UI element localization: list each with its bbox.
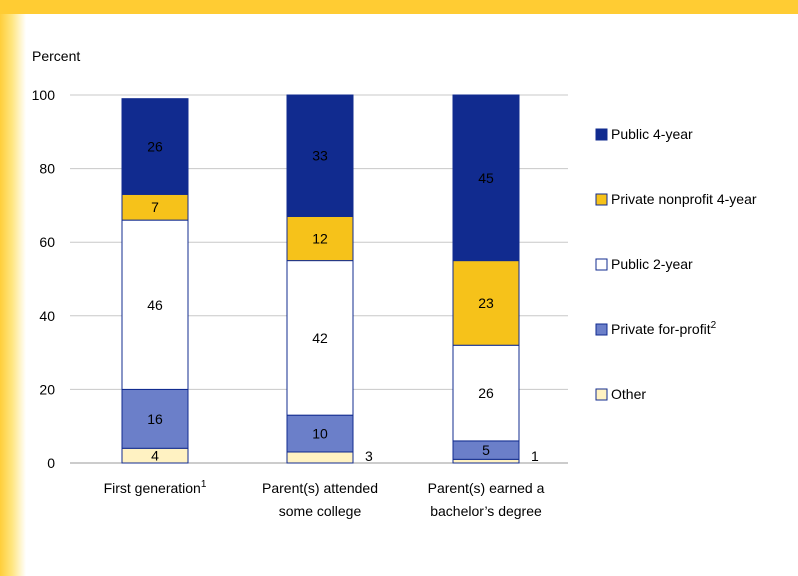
x-category-label: First generation1: [104, 479, 207, 496]
x-category-label: Parent(s) earned a: [428, 480, 545, 496]
x-axis-labels: First generation1 Parent(s) attended some …: [104, 479, 545, 519]
y-axis-title: Percent: [32, 48, 80, 64]
x-category-label: Parent(s) attended: [262, 480, 378, 496]
legend-label: Other: [611, 386, 646, 402]
data-label: 12: [312, 231, 328, 247]
bar-segment: [452, 94, 520, 262]
data-label: 26: [478, 385, 494, 401]
bar-segment: [286, 451, 354, 464]
legend-label: Public 4-year: [611, 126, 693, 142]
y-tick-label: 80: [39, 161, 55, 177]
data-label: 10: [312, 426, 328, 442]
data-label: 4: [151, 448, 159, 464]
top-accent-bar: [0, 0, 798, 14]
bar-segment: [121, 98, 189, 195]
x-category-label: bachelor’s degree: [430, 503, 542, 519]
data-label: 1: [531, 448, 539, 464]
y-axis-ticks: 0 20 40 60 80 100: [32, 87, 56, 471]
bar-segment: [286, 215, 354, 262]
y-tick-label: 100: [32, 87, 56, 103]
x-category-label: some college: [279, 503, 362, 519]
legend-label: Private for-profit2: [611, 320, 717, 337]
y-tick-label: 20: [39, 381, 55, 397]
bar-segment: [286, 94, 354, 217]
y-tick-label: 0: [47, 455, 55, 471]
data-label: 46: [147, 297, 163, 313]
bar-segment: [286, 414, 354, 453]
bar-segment: [452, 458, 520, 464]
bar-segment: [452, 344, 520, 442]
legend-swatch: [595, 128, 608, 141]
legend-swatch: [595, 193, 608, 206]
bar-segment: [452, 260, 520, 346]
data-label: 42: [312, 330, 328, 346]
data-label: 33: [312, 148, 328, 164]
y-tick-label: 60: [39, 234, 55, 250]
data-label: 45: [478, 170, 494, 186]
data-label: 16: [147, 411, 163, 427]
y-tick-label: 40: [39, 308, 55, 324]
legend-swatch: [595, 388, 608, 401]
data-label: 5: [482, 442, 490, 458]
legend-swatch: [595, 258, 608, 271]
legend-label: Public 2-year: [611, 256, 693, 272]
legend: Public 4-year Private nonprofit 4-year Pub…: [595, 126, 757, 402]
data-label: 23: [478, 295, 494, 311]
data-label: 26: [147, 139, 163, 155]
bars: 4 16 46 7 26 3 10 42 12 33 1 5 26 23 45: [121, 94, 539, 464]
legend-swatch: [595, 323, 608, 336]
bar-segment: [286, 260, 354, 416]
data-label: 3: [365, 448, 373, 464]
data-label: 7: [151, 199, 159, 215]
legend-label: Private nonprofit 4-year: [611, 191, 757, 207]
